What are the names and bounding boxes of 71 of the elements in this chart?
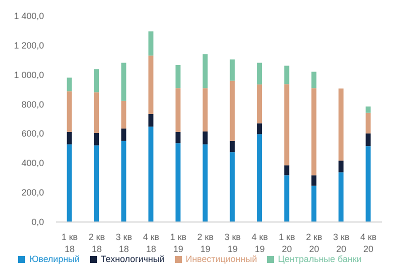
bar: [284, 175, 290, 222]
x-tick-label: 1 кв 18: [61, 232, 78, 254]
bar: [176, 88, 181, 132]
bar: [338, 160, 344, 172]
y-tick-label: 1 400,0: [14, 11, 44, 21]
x-tick-label: 3 кв 20: [333, 232, 350, 254]
bar: [121, 140, 126, 222]
bar: [176, 132, 181, 144]
y-tick-label: 1 000,0: [14, 70, 44, 80]
bar: [66, 78, 72, 92]
y-tick-label: 400,0: [21, 158, 44, 168]
bar: [148, 114, 154, 127]
bar: [176, 143, 181, 222]
bar: [66, 144, 72, 222]
x-tick-label: 2 кв 20: [306, 232, 322, 254]
y-tick-label: 200,0: [21, 188, 44, 198]
bar: [366, 146, 371, 222]
bar: [366, 112, 371, 134]
x-tick-label: 3 кв 19: [224, 232, 241, 254]
bar: [366, 106, 371, 113]
bar: [284, 66, 290, 84]
bar: [66, 132, 72, 144]
bar: [94, 132, 100, 146]
bar: [94, 92, 100, 133]
bar: [121, 62, 126, 101]
x-tick-label: 1 кв 20: [278, 232, 296, 254]
bar: [202, 132, 208, 144]
bar: [121, 100, 126, 129]
y-tick-label: 800,0: [21, 99, 44, 110]
bar: [257, 123, 262, 134]
bar: [257, 84, 262, 124]
bar: [121, 128, 126, 141]
bar: [311, 72, 316, 88]
legend-label: Инвестиционный: [186, 254, 257, 264]
bar: [176, 65, 181, 88]
bar: [66, 91, 72, 132]
bar: [148, 56, 154, 114]
bar: [230, 80, 235, 141]
bar: [148, 31, 154, 56]
bar: [311, 88, 316, 176]
x-tick-label: 2 кв 18: [88, 232, 106, 254]
bar: [257, 134, 262, 222]
bar: [230, 59, 235, 81]
bar: [338, 172, 344, 222]
x-tick-label: 2 кв 19: [197, 232, 214, 254]
y-tick-label: 0,0: [31, 217, 44, 227]
legend-label: Ювелирный: [29, 254, 80, 264]
bar: [338, 88, 344, 161]
x-tick-label: 3 кв 18: [116, 232, 132, 254]
bar: [94, 69, 100, 92]
bar: [94, 145, 100, 222]
bar: [284, 165, 290, 176]
x-tick-label: 4 кв 18: [142, 232, 160, 254]
bar: [230, 152, 235, 222]
x-tick-label: 1 кв 19: [170, 232, 187, 254]
bar: [230, 140, 235, 152]
legend-label: Центральные банки: [278, 254, 362, 264]
bar: [202, 88, 208, 132]
bar: [284, 84, 290, 166]
y-tick-label: 600,0: [21, 128, 44, 139]
bar: [311, 186, 316, 222]
bar: [202, 144, 208, 222]
bar: [366, 133, 371, 146]
x-tick-label: 4 кв 19: [252, 232, 268, 254]
legend-label: Технологичный: [100, 254, 165, 264]
bar: [311, 175, 316, 186]
bar: [148, 126, 154, 222]
x-tick-label: 4 кв 20: [360, 232, 377, 254]
y-tick-label: 1 200,0: [14, 40, 44, 50]
bar: [257, 62, 262, 84]
bar: [202, 54, 208, 88]
